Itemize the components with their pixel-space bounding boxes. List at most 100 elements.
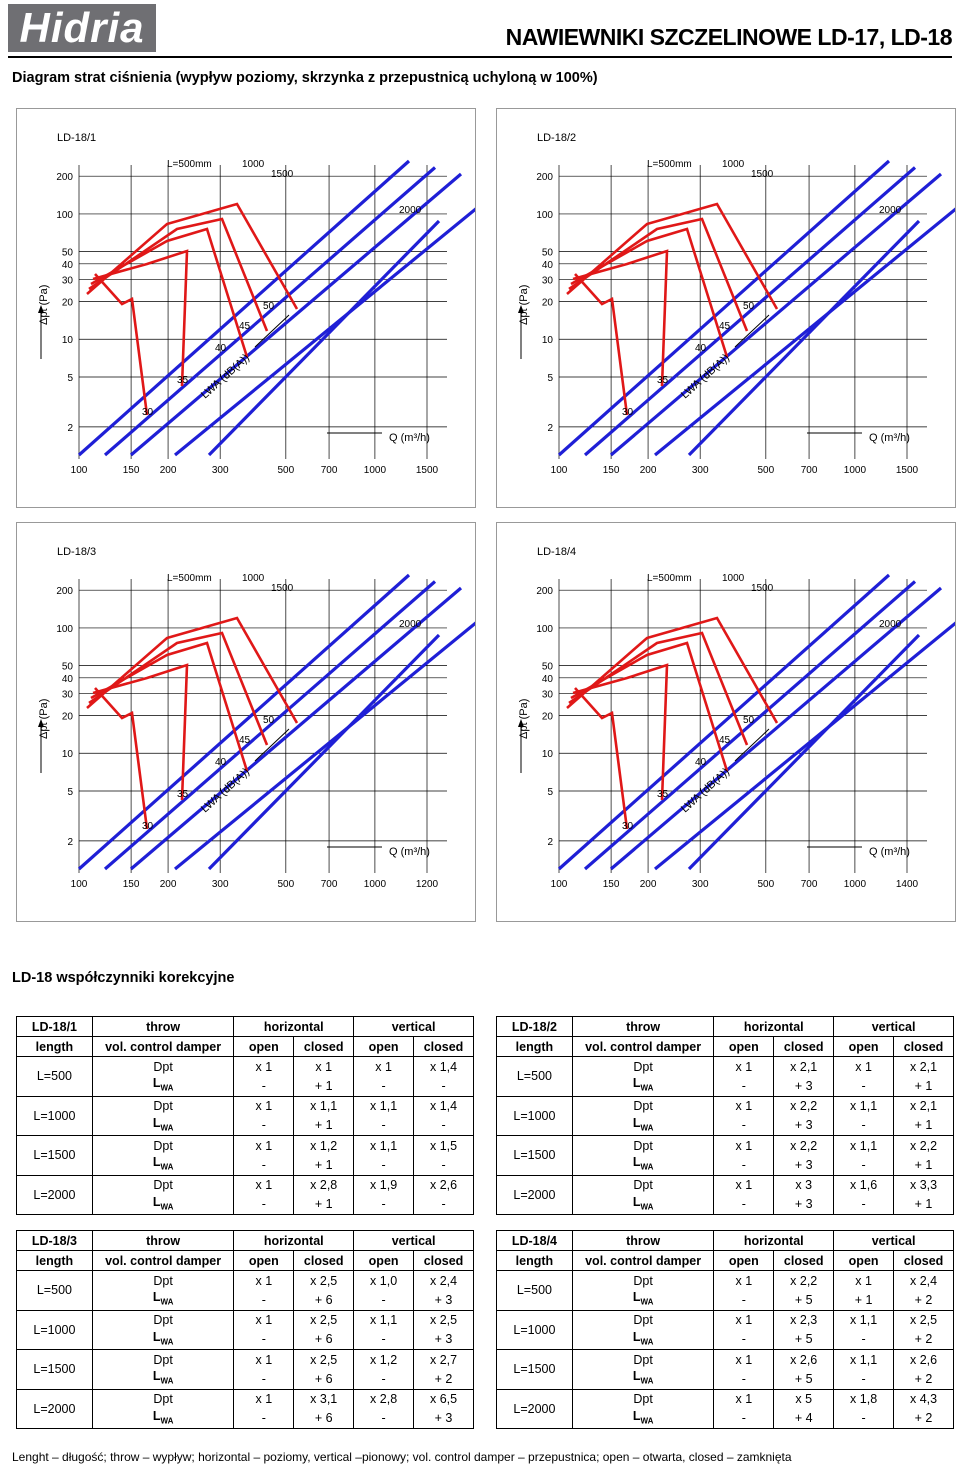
- dpt-value: x 1: [833, 1270, 895, 1290]
- lwa-value: -: [713, 1329, 775, 1350]
- dpt-value: x 1,1: [293, 1095, 355, 1116]
- noise-axis-label: LWA (dB(A)): [199, 352, 252, 401]
- y-tick-label: 20: [62, 712, 74, 723]
- y-tick-label: 20: [542, 298, 554, 309]
- chart-ld-18-3: LD-18/3 200 100 50 40 30 20 10 5 2 100 150 200 300 500…: [16, 522, 476, 922]
- length-label: 2000: [399, 205, 422, 216]
- noise-curve: [566, 202, 779, 310]
- x-tick-label: 1000: [844, 465, 867, 476]
- y-tick-label: 40: [62, 674, 74, 685]
- lwa-value: -: [233, 1155, 295, 1176]
- y-tick-label: 40: [542, 674, 554, 685]
- y-axis-label: Δpt (Pa): [518, 285, 530, 325]
- y-tick-label: 50: [542, 662, 554, 673]
- dpt-label: Dpt: [91, 1174, 235, 1195]
- lwa-value: -: [713, 1290, 775, 1311]
- closed-header: closed: [893, 1250, 954, 1271]
- lwa-value: -: [713, 1076, 775, 1097]
- x-tick-label: 100: [71, 879, 88, 890]
- lwa-value: -: [233, 1115, 295, 1136]
- length-label: 1500: [271, 169, 294, 180]
- noise-axis-arrow: [254, 314, 290, 348]
- dpt-label: Dpt: [571, 1270, 715, 1290]
- noise-label: 35: [177, 789, 189, 800]
- pressure-line: [77, 159, 411, 457]
- dpt-value: x 1,1: [833, 1135, 895, 1155]
- lwa-value: + 2: [413, 1369, 474, 1390]
- y-axis-arrowhead: [518, 719, 524, 727]
- vertical-header: vertical: [833, 1230, 954, 1251]
- pressure-line: [609, 172, 943, 457]
- x-tick-label: 300: [692, 465, 709, 476]
- pressure-line: [687, 633, 921, 871]
- y-tick-label: 40: [542, 260, 554, 271]
- lwa-value: + 1: [893, 1155, 954, 1176]
- length-label: 1000: [242, 573, 265, 584]
- lwa-value: -: [713, 1369, 775, 1390]
- length-cell: L=1500: [496, 1349, 573, 1390]
- length-cell: L=2000: [496, 1388, 573, 1429]
- lwa-value: + 1: [293, 1194, 355, 1215]
- dpt-value: x 1,1: [833, 1095, 895, 1116]
- noise-label: 50: [743, 715, 755, 726]
- length-label: L=500mm: [167, 159, 212, 170]
- y-tick-label: 10: [62, 749, 74, 760]
- noise-axis-arrow: [734, 728, 770, 762]
- dpt-label: Dpt: [91, 1388, 235, 1409]
- y-tick-label: 100: [56, 624, 73, 635]
- length-label: L=500mm: [647, 573, 692, 584]
- lwa-value: + 6: [293, 1369, 355, 1390]
- lwa-value: -: [833, 1369, 895, 1390]
- dpt-value: x 1,4: [413, 1056, 474, 1076]
- lwa-value: -: [233, 1290, 295, 1311]
- x-tick-label: 200: [640, 879, 657, 890]
- noise-curve: [90, 641, 249, 772]
- lwa-value: -: [713, 1194, 775, 1215]
- y-tick-label: 10: [542, 749, 554, 760]
- pressure-line: [77, 573, 411, 871]
- lwa-label: LWA: [91, 1408, 235, 1429]
- lwa-value: + 1: [833, 1290, 895, 1311]
- closed-header: closed: [293, 1036, 355, 1057]
- y-tick-label: 30: [62, 275, 74, 286]
- y-tick-label: 10: [62, 335, 74, 346]
- noise-label: 40: [695, 757, 707, 768]
- length-cell: L=1000: [16, 1309, 93, 1350]
- length-label: L=500mm: [167, 573, 212, 584]
- dpt-value: x 1,4: [413, 1095, 474, 1116]
- noise-label: 50: [263, 715, 275, 726]
- damper-header: vol. control damper: [91, 1250, 235, 1271]
- y-tick-label: 200: [536, 172, 553, 183]
- lwa-value: -: [833, 1155, 895, 1176]
- correction-table-2: LD-18/2 throw horizontal vertical length vol.…: [496, 1016, 954, 1215]
- length-cell: L=1500: [16, 1349, 93, 1390]
- lwa-value: + 1: [893, 1076, 954, 1097]
- dpt-value: x 1: [713, 1270, 775, 1290]
- length-cell: L=1500: [496, 1135, 573, 1176]
- lwa-label: LWA: [571, 1155, 715, 1176]
- lwa-label: LWA: [91, 1329, 235, 1350]
- x-tick-label: 500: [757, 879, 774, 890]
- dpt-label: Dpt: [91, 1056, 235, 1076]
- dpt-value: x 2,2: [773, 1270, 835, 1290]
- dpt-label: Dpt: [571, 1095, 715, 1116]
- dpt-value: x 2,5: [293, 1309, 355, 1330]
- dpt-value: x 1,6: [833, 1174, 895, 1195]
- lwa-value: + 5: [773, 1369, 835, 1390]
- open-header: open: [353, 1036, 415, 1057]
- throw-header: throw: [571, 1016, 715, 1037]
- x-tick-label: 200: [160, 879, 177, 890]
- noise-curve: [566, 616, 779, 724]
- lwa-label: LWA: [91, 1155, 235, 1176]
- dpt-label: Dpt: [91, 1309, 235, 1330]
- noise-curve: [568, 217, 749, 332]
- length-label: 2000: [879, 205, 902, 216]
- length-header: length: [496, 1036, 573, 1057]
- dpt-value: x 1,1: [353, 1135, 415, 1155]
- lwa-label: LWA: [571, 1115, 715, 1136]
- horizontal-header: horizontal: [713, 1230, 835, 1251]
- x-tick-label: 1000: [364, 879, 387, 890]
- dpt-value: x 2,5: [293, 1349, 355, 1369]
- correction-table-1: LD-18/1 throw horizontal vertical length vol.…: [16, 1016, 474, 1215]
- noise-label: 50: [263, 301, 275, 312]
